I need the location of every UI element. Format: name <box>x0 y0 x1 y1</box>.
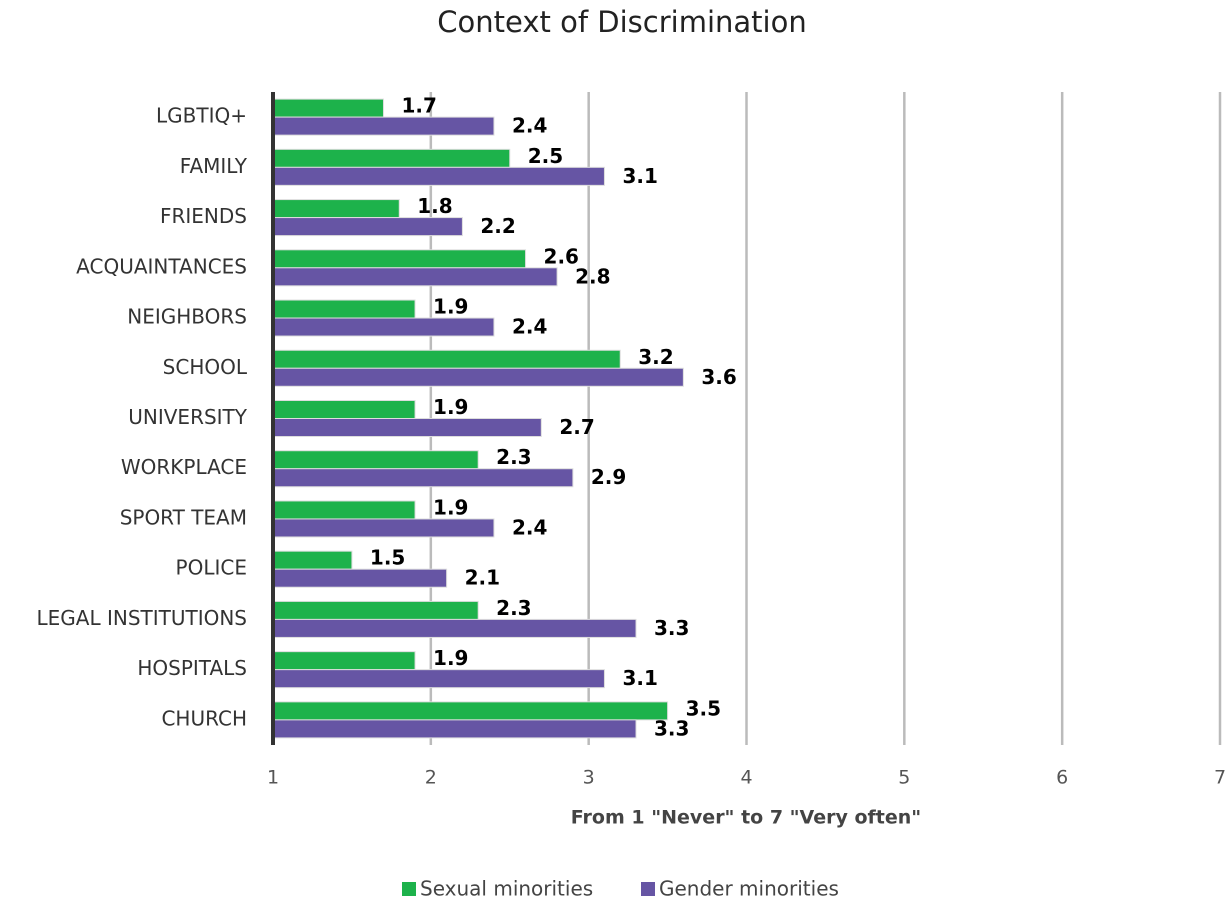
value-label: 3.2 <box>638 345 673 369</box>
legend-label: Gender minorities <box>659 877 839 901</box>
y-tick-label: SCHOOL <box>163 355 248 379</box>
bar <box>272 116 495 136</box>
value-label: 2.8 <box>575 264 610 288</box>
x-axis-label: From 1 "Never" to 7 "Very often" <box>571 807 921 829</box>
bar <box>272 267 558 287</box>
x-tick-label: 2 <box>425 767 437 789</box>
bar <box>272 199 400 219</box>
bar <box>272 367 684 387</box>
bar <box>272 299 416 319</box>
bar <box>272 651 416 671</box>
bar <box>272 450 479 470</box>
bar <box>272 349 621 369</box>
y-tick-label: UNIVERSITY <box>128 405 248 429</box>
value-label: 3.1 <box>622 164 657 188</box>
value-label: 1.9 <box>433 495 468 519</box>
legend-label: Sexual minorities <box>420 877 593 901</box>
x-tick-label: 7 <box>1214 767 1226 789</box>
y-tick-label: LEGAL INSTITUTIONS <box>37 606 248 630</box>
bar <box>272 550 353 570</box>
value-label: 1.9 <box>433 395 468 419</box>
value-label: 1.9 <box>433 295 468 319</box>
value-label: 1.8 <box>417 194 452 218</box>
bar <box>272 400 416 419</box>
value-label: 2.4 <box>512 515 547 539</box>
x-tick-label: 1 <box>267 767 279 789</box>
bar <box>272 518 495 538</box>
value-label: 3.3 <box>654 716 689 740</box>
bar <box>272 719 637 739</box>
value-label: 2.9 <box>591 465 626 489</box>
x-tick-label: 4 <box>740 767 752 789</box>
value-label: 3.3 <box>654 616 689 640</box>
legend-swatch <box>402 882 416 896</box>
bar <box>272 468 574 488</box>
value-label: 3.6 <box>701 365 736 389</box>
value-label: 2.3 <box>496 445 531 469</box>
chart-title: Context of Discrimination <box>437 5 806 39</box>
bar <box>272 418 542 437</box>
value-label: 2.7 <box>559 415 594 439</box>
y-tick-label: ACQUAINTANCES <box>76 254 247 278</box>
x-tick-label: 3 <box>583 767 595 789</box>
y-tick-label: FAMILY <box>180 154 248 178</box>
value-label: 2.4 <box>512 315 547 339</box>
value-label: 1.9 <box>433 646 468 670</box>
bar <box>272 217 463 237</box>
value-label: 2.5 <box>528 144 563 168</box>
bar <box>272 500 416 520</box>
legend-swatch <box>641 882 655 896</box>
bar <box>272 568 448 588</box>
bar <box>272 600 479 620</box>
bar <box>272 701 669 721</box>
y-tick-label: FRIENDS <box>160 204 247 228</box>
value-label: 1.5 <box>370 546 405 570</box>
bar <box>272 166 605 186</box>
value-label: 2.3 <box>496 596 531 620</box>
bar <box>272 98 384 118</box>
y-tick-label: CHURCH <box>161 706 247 730</box>
value-label: 2.4 <box>512 114 547 138</box>
y-tick-label: WORKPLACE <box>121 455 247 479</box>
x-tick-label: 6 <box>1056 767 1068 789</box>
x-tick-label: 5 <box>898 767 910 789</box>
value-label: 3.1 <box>622 666 657 690</box>
y-tick-label: POLICE <box>176 556 247 580</box>
bar <box>272 618 637 638</box>
bar <box>272 249 527 269</box>
value-label: 1.7 <box>401 94 436 118</box>
value-label: 2.6 <box>544 244 579 268</box>
value-label: 3.5 <box>686 696 721 720</box>
bar <box>272 317 495 337</box>
bar <box>272 148 511 168</box>
y-tick-label: NEIGHBORS <box>127 305 247 329</box>
value-label: 2.2 <box>480 214 515 238</box>
value-label: 2.1 <box>465 566 500 590</box>
y-tick-label: LGBTIQ+ <box>156 104 247 128</box>
y-tick-label: HOSPITALS <box>137 656 247 680</box>
bar <box>272 669 605 689</box>
y-tick-label: SPORT TEAM <box>120 505 247 529</box>
